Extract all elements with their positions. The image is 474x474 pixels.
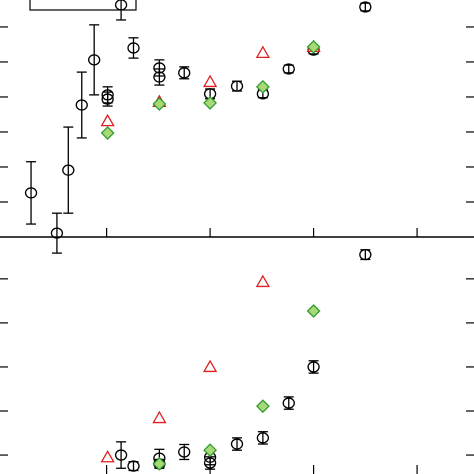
error-bar xyxy=(360,2,371,12)
point xyxy=(203,96,218,110)
error-bar xyxy=(179,66,190,80)
error-bar xyxy=(283,396,294,410)
error-bar xyxy=(232,437,242,451)
point xyxy=(114,0,128,11)
error-bar xyxy=(116,0,127,21)
error-bar xyxy=(116,441,127,469)
point xyxy=(127,460,140,472)
point xyxy=(255,45,270,59)
point xyxy=(203,443,218,458)
point xyxy=(152,456,167,471)
error-bar xyxy=(63,126,74,214)
point xyxy=(230,80,244,92)
point xyxy=(101,93,114,105)
point xyxy=(153,71,166,83)
point xyxy=(307,361,320,373)
point xyxy=(152,410,167,424)
error-bar xyxy=(76,71,87,139)
error-bar xyxy=(26,161,37,225)
point xyxy=(230,438,244,450)
error-bar xyxy=(283,64,294,74)
point xyxy=(100,113,115,127)
point xyxy=(178,446,191,458)
point xyxy=(114,449,128,461)
point xyxy=(127,42,140,54)
legend-box xyxy=(29,0,137,11)
error-bar xyxy=(89,24,100,96)
point xyxy=(100,449,115,463)
point xyxy=(359,1,372,13)
error-bar xyxy=(51,212,62,254)
point xyxy=(359,248,372,261)
point xyxy=(255,274,270,288)
point xyxy=(24,187,38,199)
point xyxy=(255,399,270,414)
point xyxy=(88,54,101,66)
error-bar xyxy=(128,37,139,59)
point xyxy=(203,457,217,469)
point xyxy=(256,432,270,444)
point xyxy=(100,126,115,140)
point xyxy=(306,304,321,318)
point xyxy=(75,99,88,111)
point xyxy=(202,359,218,373)
point xyxy=(178,67,191,79)
error-bar xyxy=(257,431,268,445)
error-bar xyxy=(308,360,319,374)
point xyxy=(50,227,64,239)
point xyxy=(62,164,75,176)
point xyxy=(152,97,167,111)
point xyxy=(202,74,218,88)
point xyxy=(306,39,321,54)
point xyxy=(282,63,295,75)
point xyxy=(282,397,295,409)
point xyxy=(255,79,270,94)
